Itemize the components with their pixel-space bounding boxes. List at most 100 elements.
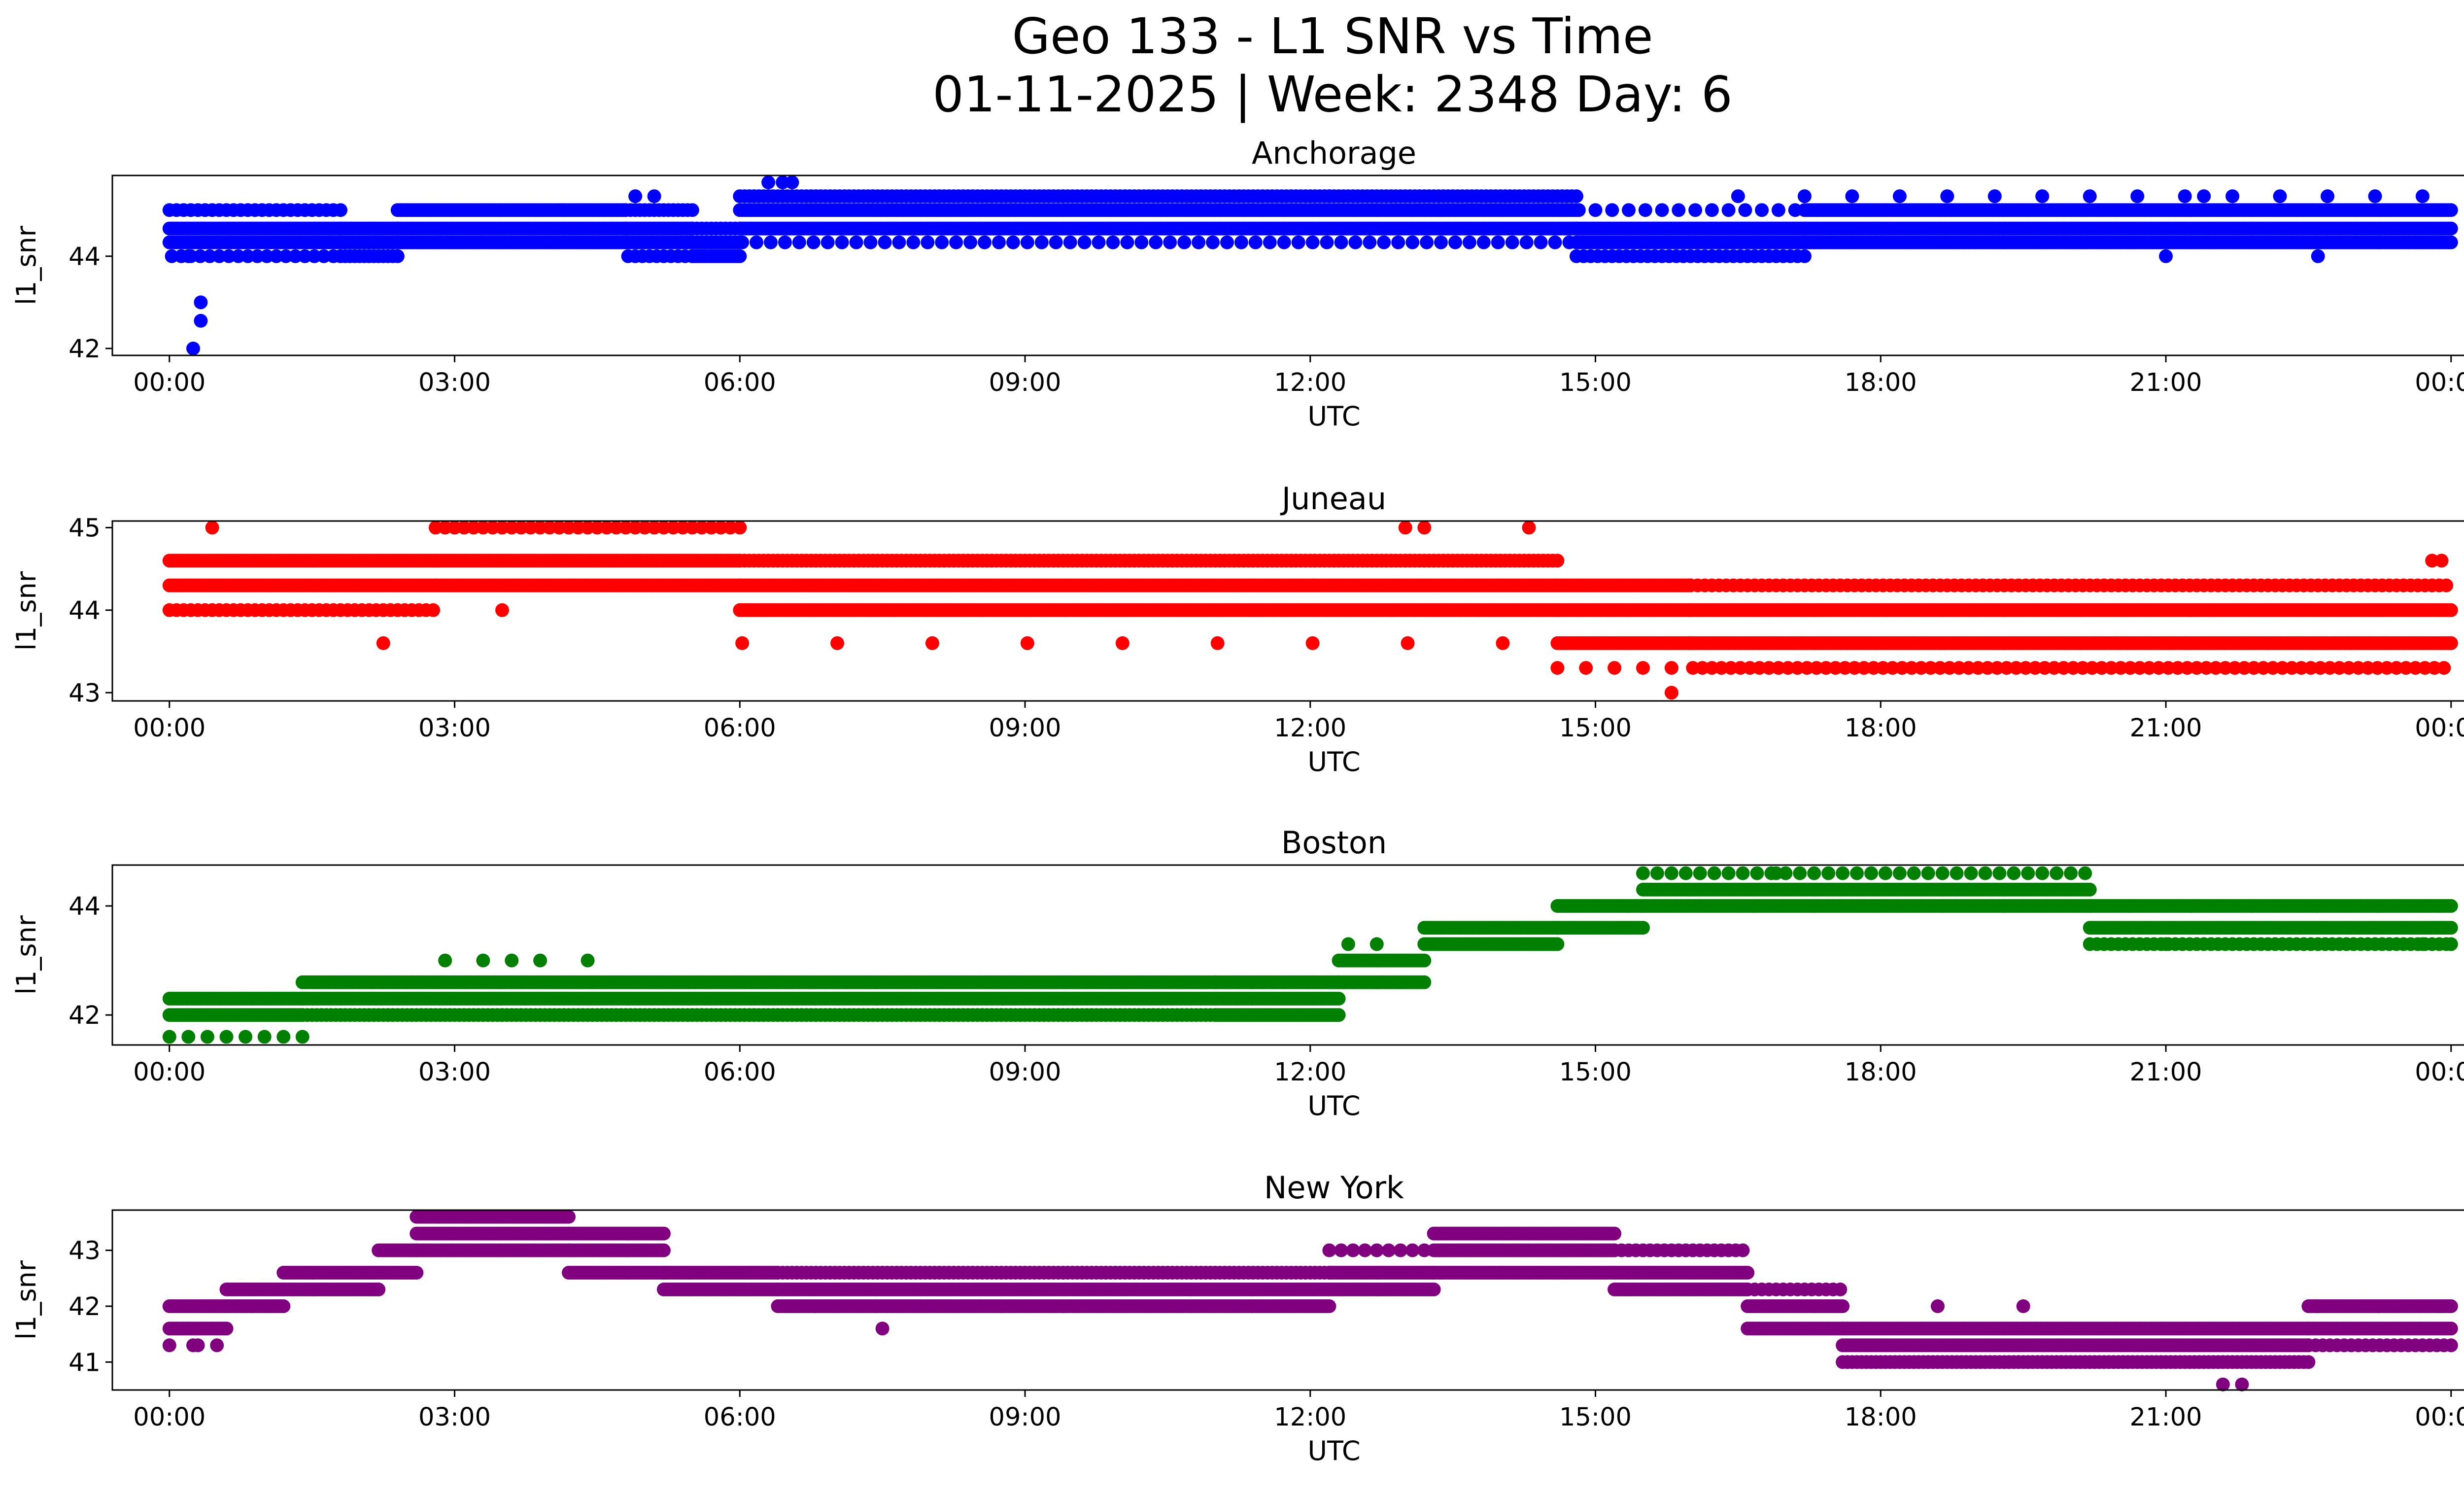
data-point bbox=[2273, 189, 2287, 204]
data-point bbox=[866, 189, 880, 204]
data-point bbox=[1192, 235, 1206, 249]
data-point bbox=[806, 235, 821, 249]
data-point bbox=[2311, 249, 2325, 263]
data-point bbox=[1688, 203, 1703, 217]
data-point bbox=[1731, 189, 1745, 204]
data-point bbox=[750, 235, 763, 249]
x-axis-label: UTC bbox=[1307, 401, 1360, 432]
x-tick-label: 18:00 bbox=[1845, 368, 1917, 397]
data-point bbox=[203, 249, 217, 263]
data-point bbox=[1120, 235, 1134, 249]
x-tick-label: 12:00 bbox=[1274, 368, 1346, 397]
data-point bbox=[1579, 661, 1593, 675]
data-point bbox=[1263, 235, 1277, 249]
data-point bbox=[2083, 189, 2097, 204]
data-point bbox=[949, 235, 963, 249]
data-point bbox=[1519, 235, 1534, 249]
data-point bbox=[761, 175, 776, 189]
data-point bbox=[978, 235, 992, 249]
data-point bbox=[1755, 203, 1769, 217]
x-tick-label: 06:00 bbox=[704, 368, 776, 397]
data-point bbox=[1206, 235, 1220, 249]
data-point bbox=[1987, 189, 2002, 204]
data-point bbox=[1115, 636, 1129, 650]
figure-title-line2: 01-11-2025 | Week: 2348 Day: 6 bbox=[932, 66, 1732, 123]
data-point bbox=[835, 235, 849, 249]
data-point bbox=[2225, 189, 2240, 204]
data-point bbox=[849, 235, 863, 249]
data-point bbox=[2444, 203, 2458, 217]
x-tick-label: 21:00 bbox=[2130, 368, 2202, 397]
data-point bbox=[2415, 189, 2430, 204]
data-point bbox=[1391, 235, 1405, 249]
data-point bbox=[2368, 189, 2382, 204]
data-point bbox=[628, 189, 643, 204]
data-point bbox=[2035, 189, 2050, 204]
data-point bbox=[1569, 189, 1583, 204]
data-point bbox=[892, 235, 906, 249]
data-point bbox=[1638, 203, 1652, 217]
data-point bbox=[1149, 235, 1163, 249]
data-point bbox=[1548, 235, 1562, 249]
data-point bbox=[2444, 235, 2458, 249]
x-tick-label: 00:00 bbox=[133, 368, 205, 397]
data-point bbox=[925, 636, 939, 650]
data-point bbox=[269, 249, 283, 263]
data-point bbox=[1234, 235, 1248, 249]
data-point bbox=[778, 235, 792, 249]
data-point bbox=[231, 249, 245, 263]
data-point bbox=[250, 249, 265, 263]
data-point bbox=[792, 235, 806, 249]
data-point bbox=[785, 175, 799, 189]
data-point bbox=[1476, 235, 1491, 249]
panel-title: Anchorage bbox=[1252, 135, 1416, 171]
panel-title: Juneau bbox=[1280, 481, 1386, 517]
data-point bbox=[821, 235, 835, 249]
data-point bbox=[1377, 235, 1391, 249]
data-point bbox=[1034, 235, 1049, 249]
data-point bbox=[260, 249, 274, 263]
y-tick-label: 44 bbox=[68, 243, 101, 272]
scatter-series bbox=[162, 175, 2458, 355]
data-point bbox=[186, 342, 200, 355]
data-point bbox=[1401, 636, 1415, 650]
data-point bbox=[733, 249, 747, 263]
x-tick-label: 00:00 bbox=[2415, 368, 2464, 397]
data-point bbox=[2197, 189, 2211, 204]
data-point bbox=[240, 249, 255, 263]
data-point bbox=[1077, 235, 1092, 249]
data-point bbox=[193, 249, 207, 263]
data-point bbox=[1655, 203, 1669, 217]
data-point bbox=[2321, 189, 2334, 204]
data-point bbox=[308, 249, 321, 263]
data-point bbox=[1248, 235, 1263, 249]
data-point bbox=[334, 203, 347, 217]
data-point bbox=[733, 521, 747, 535]
data-point bbox=[1063, 235, 1077, 249]
data-point bbox=[1405, 235, 1420, 249]
data-point bbox=[1434, 235, 1448, 249]
data-point bbox=[863, 235, 878, 249]
data-point bbox=[426, 603, 441, 617]
data-point bbox=[1550, 661, 1565, 675]
data-point bbox=[878, 235, 892, 249]
data-point bbox=[1020, 235, 1034, 249]
data-point bbox=[764, 235, 778, 249]
data-point bbox=[1277, 235, 1291, 249]
data-point bbox=[390, 249, 405, 263]
data-point bbox=[1608, 661, 1622, 675]
data-point bbox=[1092, 235, 1106, 249]
data-point bbox=[1020, 636, 1034, 650]
data-point bbox=[685, 203, 699, 217]
data-point bbox=[1605, 203, 1619, 217]
data-point bbox=[1462, 235, 1476, 249]
data-point bbox=[963, 235, 978, 249]
data-point bbox=[1106, 235, 1120, 249]
data-point bbox=[1636, 661, 1650, 675]
data-point bbox=[212, 249, 226, 263]
data-point bbox=[1006, 235, 1020, 249]
data-point bbox=[2178, 189, 2192, 204]
data-point bbox=[1348, 235, 1363, 249]
